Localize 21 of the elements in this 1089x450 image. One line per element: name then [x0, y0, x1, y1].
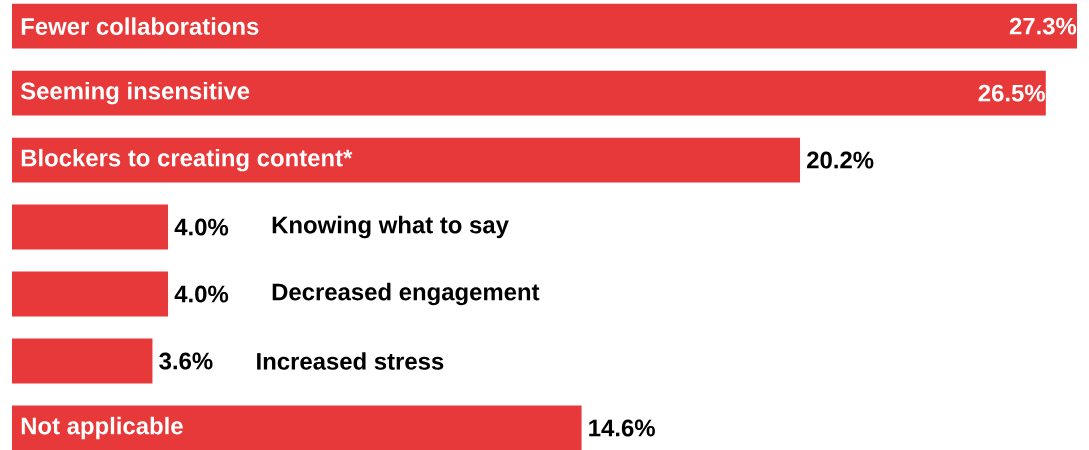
y-tick-label: Decreased engagement	[272, 282, 540, 306]
bar	[12, 137, 801, 183]
y-tick-label: Seeming insensitive	[20, 81, 250, 105]
y-tick-label: Blockers to creating content*	[21, 148, 353, 172]
data-label: 4.0%	[174, 218, 229, 236]
data-label: 20.2%	[807, 151, 874, 169]
data-label: 4.0%	[174, 285, 229, 303]
data-label: 27.3%	[1009, 17, 1077, 35]
bar	[12, 204, 169, 250]
y-tick-label: Fewer collaborations	[21, 17, 259, 35]
bar	[12, 271, 169, 317]
y-tick-label: Knowing what to say	[272, 215, 509, 239]
y-tick-label: Not applicable	[21, 416, 183, 439]
bar	[12, 338, 153, 384]
bar	[12, 3, 1077, 49]
data-label: 3.6%	[159, 352, 213, 370]
y-tick-label: Increased stress	[257, 352, 444, 370]
bar	[12, 70, 1046, 116]
data-label: 26.5%	[978, 84, 1045, 102]
bar	[12, 405, 582, 450]
data-label: 14.6%	[589, 419, 655, 437]
